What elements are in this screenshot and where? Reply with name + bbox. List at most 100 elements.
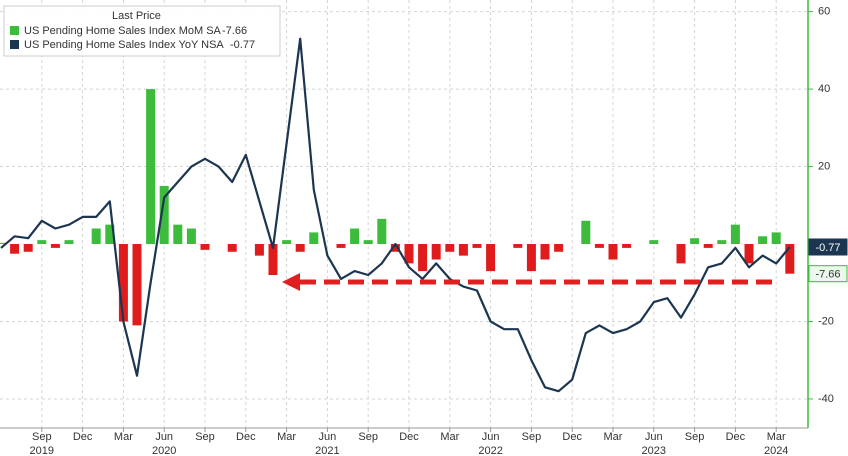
legend-title: Last Price	[112, 10, 161, 22]
plot-area	[0, 0, 808, 428]
x-tick-label: Mar	[767, 431, 786, 443]
bar	[146, 89, 156, 245]
x-tick-label: Sep	[32, 431, 52, 443]
x-tick-label: Mar	[440, 431, 459, 443]
year-label: 2021	[315, 445, 339, 456]
bar	[254, 244, 264, 256]
bar	[377, 218, 387, 245]
legend-value: -0.77	[230, 39, 255, 51]
bar	[50, 244, 60, 248]
year-label: 2024	[764, 445, 788, 456]
bar	[785, 244, 795, 274]
bar	[472, 244, 482, 248]
x-tick-label: Sep	[358, 431, 378, 443]
bar	[540, 244, 550, 260]
bar	[10, 244, 20, 254]
x-tick-label: Jun	[645, 431, 663, 443]
bar	[336, 244, 346, 248]
x-tick-label: Sep	[522, 431, 542, 443]
bar	[132, 244, 142, 326]
legend-swatch	[10, 40, 19, 49]
bar	[91, 228, 101, 245]
bar	[23, 244, 33, 252]
legend-value: -7.66	[222, 25, 247, 37]
year-label: 2019	[30, 445, 54, 456]
y-tick-label: 20	[818, 160, 830, 172]
bar	[37, 240, 47, 245]
x-tick-label: Dec	[236, 431, 256, 443]
grid	[0, 0, 808, 428]
x-tick-label: Jun	[482, 431, 500, 443]
bar	[703, 244, 713, 248]
bar	[486, 244, 496, 272]
last-value-tag	[808, 265, 848, 283]
annotation-arrow	[282, 273, 778, 291]
bar	[200, 244, 210, 250]
x-tick-label: Mar	[277, 431, 296, 443]
bar	[118, 244, 128, 322]
x-tick-label: Sep	[685, 431, 705, 443]
y-tick-label: -40	[818, 393, 834, 405]
last-value-tag	[808, 238, 848, 256]
bar	[676, 244, 686, 264]
year-label: 2022	[478, 445, 502, 456]
bar	[690, 238, 700, 245]
bar	[594, 244, 604, 248]
legend-swatch	[10, 26, 19, 35]
arrow-head	[282, 273, 300, 291]
bar	[622, 244, 632, 248]
bar	[526, 244, 536, 272]
bar	[581, 220, 591, 245]
bar	[159, 185, 169, 245]
bar	[513, 244, 523, 248]
bar	[186, 228, 196, 245]
bar	[758, 236, 768, 245]
x-tick-label: Jun	[155, 431, 173, 443]
bar	[445, 244, 455, 252]
bar	[554, 244, 564, 252]
x-tick-label: Jun	[319, 431, 337, 443]
bar	[173, 224, 183, 245]
marks	[0, 37, 795, 393]
bar	[771, 232, 781, 245]
axes: 60 40 20 -20 -40 Sep Dec Mar Jun Sep Dec Mar Jun Sep D…	[30, 6, 848, 456]
bar	[744, 244, 754, 264]
bar	[730, 224, 740, 245]
legend: Last Price US Pending Home Sales Index M…	[3, 5, 281, 57]
bar	[431, 244, 441, 260]
year-label: 2020	[152, 445, 176, 456]
y-tick-label: 40	[818, 83, 830, 95]
bar	[105, 224, 115, 245]
bar	[717, 240, 727, 245]
bar	[363, 240, 373, 245]
last-value-label: -0.77	[815, 242, 840, 254]
bar	[458, 244, 468, 256]
x-tick-label: Mar	[604, 431, 623, 443]
bar	[404, 244, 414, 264]
x-tick-label: Dec	[726, 431, 746, 443]
year-label: 2023	[642, 445, 666, 456]
bar	[649, 240, 659, 245]
bar	[282, 240, 292, 245]
legend-box	[3, 5, 281, 57]
bar	[64, 240, 74, 245]
x-tick-label: Sep	[195, 431, 215, 443]
bar	[309, 232, 319, 245]
bar	[390, 244, 400, 252]
bar	[350, 228, 360, 245]
bar	[608, 244, 618, 260]
y-tick-label: 60	[818, 6, 830, 18]
bar	[0, 242, 6, 245]
bar	[295, 244, 305, 252]
x-tick-label: Mar	[114, 431, 133, 443]
legend-label: US Pending Home Sales Index YoY NSA	[24, 39, 224, 51]
last-value-label: -7.66	[815, 269, 840, 281]
x-tick-label: Dec	[399, 431, 419, 443]
bar	[418, 244, 428, 272]
line	[0, 37, 791, 393]
bar	[227, 244, 237, 252]
x-tick-label: Dec	[562, 431, 582, 443]
legend-label: US Pending Home Sales Index MoM SA	[24, 25, 222, 37]
x-tick-label: Dec	[73, 431, 93, 443]
